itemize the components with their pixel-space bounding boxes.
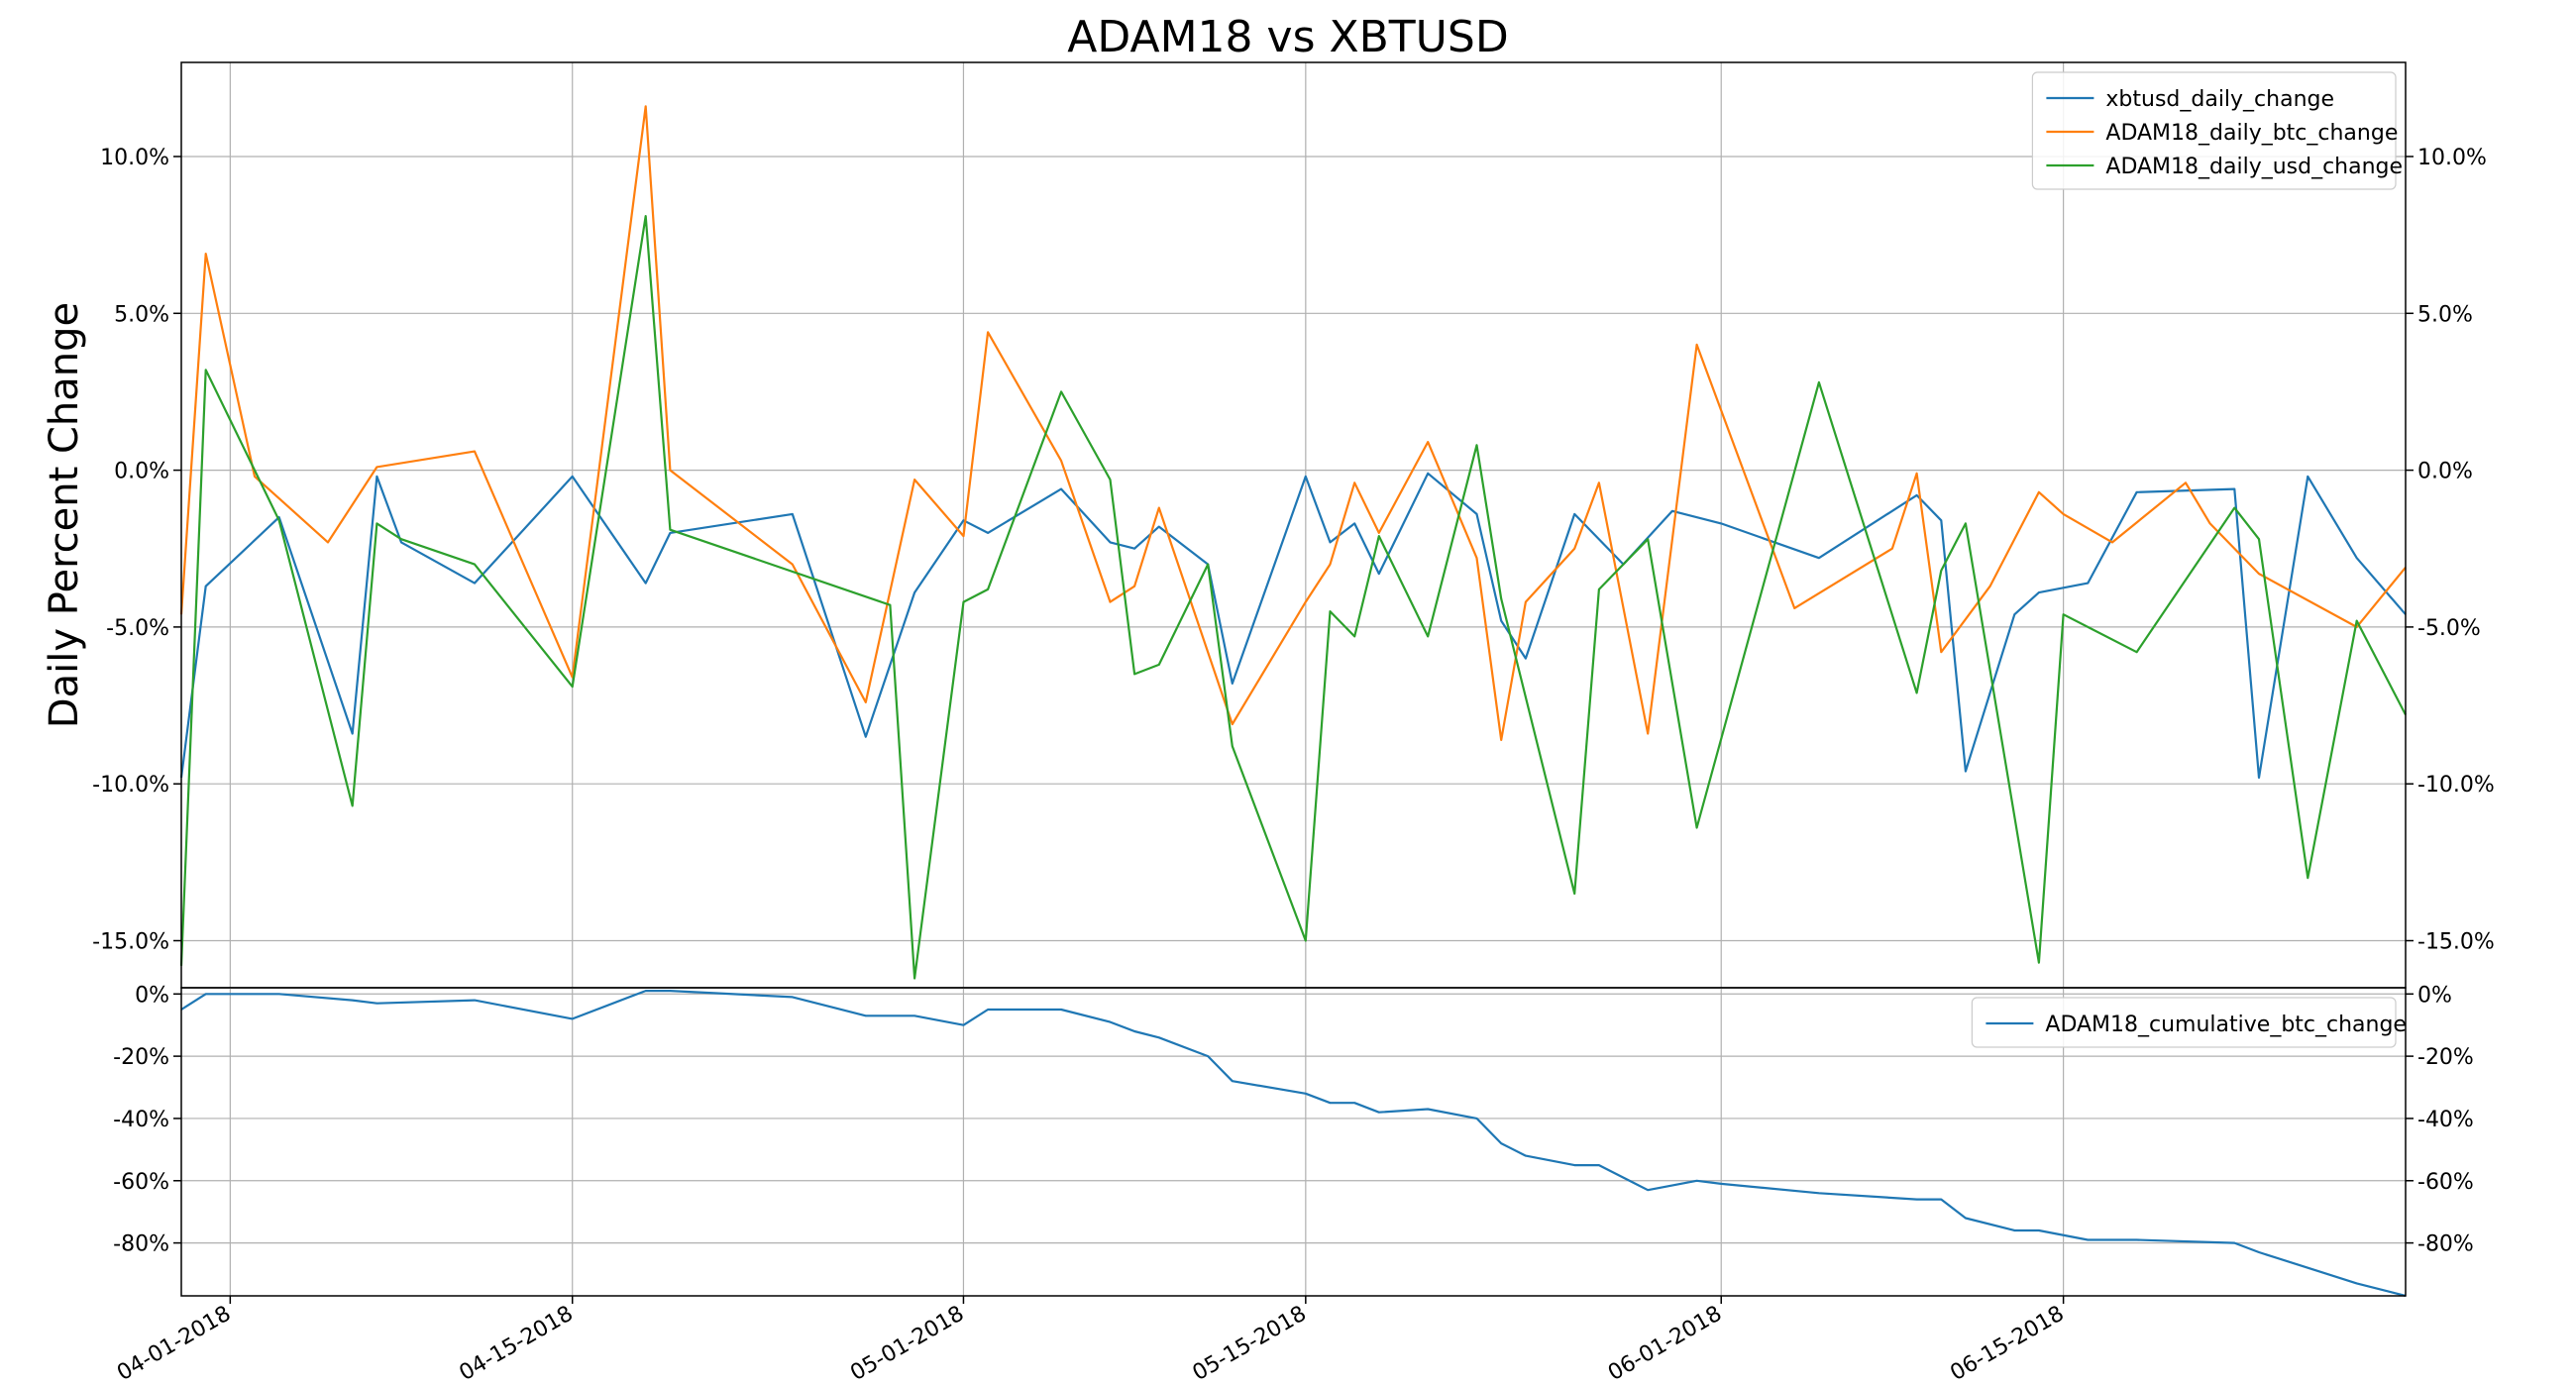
y-tick-label-left: -5.0%: [106, 616, 169, 641]
x-tick-label: 06-01-2018: [1604, 1302, 1726, 1387]
y-tick-label-left: -10.0%: [92, 773, 169, 798]
x-tick-label: 06-15-2018: [1946, 1302, 2068, 1387]
y-tick-label-left: -40%: [113, 1108, 169, 1132]
legend-label: ADAM18_cumulative_btc_change: [2045, 1013, 2407, 1037]
x-tick-label: 05-01-2018: [846, 1302, 968, 1387]
y-tick-label-right: 0%: [2417, 983, 2452, 1008]
cumulative-panel-series: [180, 989, 2407, 1298]
x-axis-ticks: 04-01-2018 04-15-2018 05-01-2018 05-15-2018…: [113, 1296, 2069, 1386]
series-line-xbtusd_daily_change: [179, 472, 2407, 780]
cumulative-panel-y-ticks: 0% 0% -20% -20% -40% -40% -60% -60% -80% -80%: [113, 983, 2474, 1256]
y-tick-label-left: -80%: [113, 1232, 169, 1257]
y-tick-label-right: -20%: [2417, 1045, 2474, 1070]
y-tick-label-right: -10.0%: [2417, 773, 2495, 798]
y-tick-label-right: -40%: [2417, 1108, 2474, 1132]
x-tick-label: 04-15-2018: [455, 1302, 577, 1387]
y-tick-label-left: -20%: [113, 1045, 169, 1070]
daily-panel-legend: xbtusd_daily_change ADAM18_daily_btc_chan…: [2031, 71, 2403, 190]
y-tick-label-right: -15.0%: [2417, 930, 2495, 955]
y-tick-label-right: 0.0%: [2417, 460, 2473, 484]
y-tick-label-right: 10.0%: [2417, 146, 2487, 170]
daily-panel-frame: [180, 61, 2407, 989]
y-tick-label-left: 0%: [135, 983, 169, 1008]
x-tick-label: 04-01-2018: [113, 1302, 235, 1387]
chart-title: ADAM18 vs XBTUSD: [1067, 12, 1508, 62]
daily-panel-grid: [181, 62, 2406, 988]
y-tick-label-left: 0.0%: [114, 460, 169, 484]
x-tick-label: 05-15-2018: [1189, 1302, 1311, 1387]
y-tick-label-right: 5.0%: [2417, 302, 2473, 327]
y-tick-label-right: -80%: [2417, 1232, 2474, 1257]
legend-label: ADAM18_daily_usd_change: [2105, 155, 2403, 179]
y-axis-label: Daily Percent Change: [42, 302, 87, 728]
y-tick-label-left: 5.0%: [114, 302, 169, 327]
legend-box: [1971, 997, 2397, 1048]
y-tick-label-right: -60%: [2417, 1170, 2474, 1195]
y-tick-label-right: -5.0%: [2417, 616, 2481, 641]
cumulative-panel: 0% 0% -20% -20% -40% -40% -60% -60% -80% -80% ADA…: [113, 983, 2474, 1298]
series-line-ADAM18_daily_btc_change: [179, 105, 2407, 742]
cumulative-panel-frame: [180, 987, 2407, 1297]
daily-panel-series: [179, 105, 2407, 980]
series-line-ADAM18_cumulative_btc_change: [180, 989, 2407, 1298]
legend-box: [2031, 71, 2397, 190]
y-tick-label-left: -15.0%: [92, 930, 169, 955]
daily-panel-y-ticks: -15.0% -15.0% -10.0% -10.0% -5.0% -5.0% 0.0% 0.…: [92, 146, 2495, 955]
cumulative-panel-grid: [181, 988, 2406, 1296]
legend-label: ADAM18_daily_btc_change: [2105, 121, 2398, 146]
daily-panel: -15.0% -15.0% -10.0% -10.0% -5.0% -5.0% 0.0% 0.…: [92, 61, 2495, 989]
series-line-ADAM18_daily_usd_change: [179, 215, 2407, 980]
legend-label: xbtusd_daily_change: [2105, 87, 2334, 112]
y-tick-label-left: 10.0%: [100, 146, 169, 170]
cumulative-panel-legend: ADAM18_cumulative_btc_change: [1971, 997, 2407, 1048]
y-tick-label-left: -60%: [113, 1170, 169, 1195]
